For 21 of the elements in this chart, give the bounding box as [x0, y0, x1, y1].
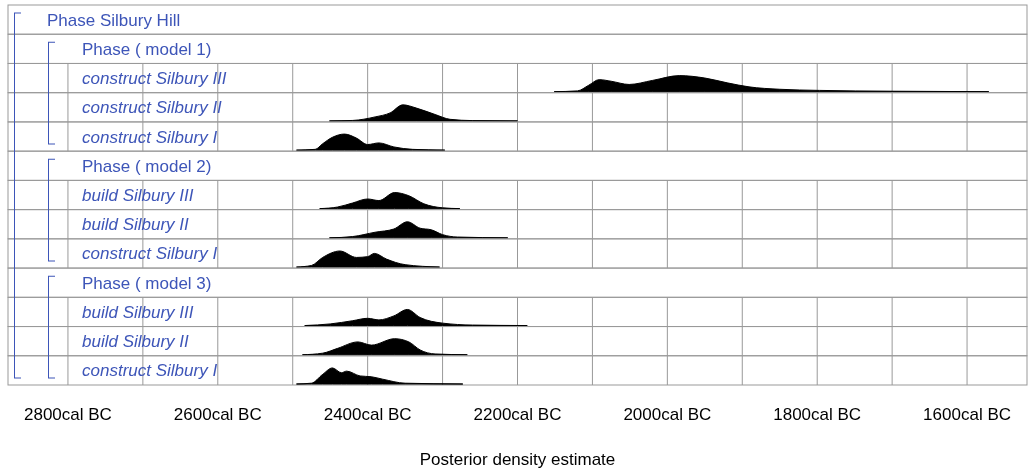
- chart-title: construct Silbury I: [82, 244, 218, 264]
- x-tick-label: 2600cal BC: [173, 405, 262, 424]
- x-tick-label: 2800cal BC: [24, 405, 112, 424]
- x-tick-label: 2400cal BC: [323, 405, 412, 424]
- text: Phase Silbury Hill: [47, 10, 181, 30]
- chart-title: build Silbury III: [82, 302, 194, 322]
- chart-title: construct Silbury I: [82, 127, 218, 147]
- x-tick-label: 2200cal BC: [473, 405, 562, 424]
- x-tick-label: 2000cal BC: [623, 405, 712, 424]
- x-tick-label: 1600cal BC: [923, 405, 1011, 424]
- x-tick-label: 1800cal BC: [773, 405, 862, 424]
- chart-title: construct Silbury III: [82, 69, 227, 89]
- chart-title: construct Silbury II: [82, 98, 223, 118]
- text: Phase ( model 3): [82, 273, 212, 293]
- chart-title: build Silbury III: [82, 186, 194, 205]
- x-axis-title: Posterior density estimate: [419, 450, 616, 469]
- text: Phase ( model 2): [82, 156, 212, 176]
- chart-title: construct Silbury I: [82, 361, 218, 381]
- chart-title: build Silbury II: [82, 215, 190, 235]
- chart-title: build Silbury II: [82, 332, 190, 352]
- text: Phase ( model 1): [82, 39, 212, 59]
